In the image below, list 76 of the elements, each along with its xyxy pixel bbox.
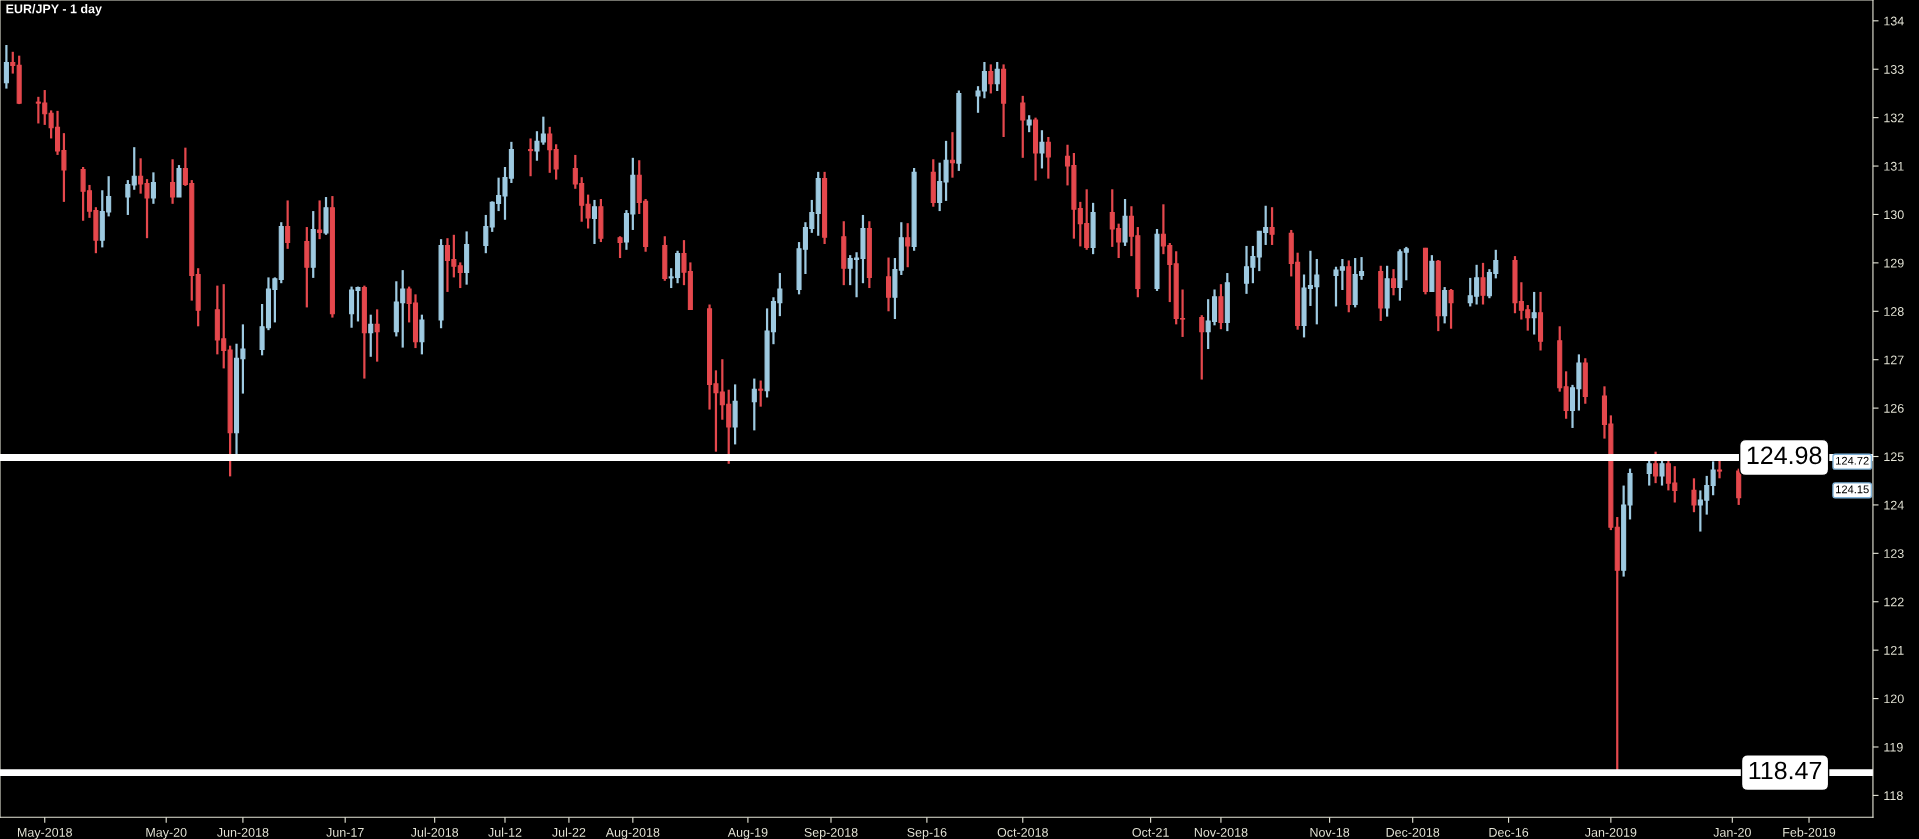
y-tick-label: 120 xyxy=(1884,694,1904,704)
x-tick-label: Aug-19 xyxy=(727,827,768,839)
candlestick xyxy=(1710,460,1716,497)
candlestick xyxy=(285,199,291,250)
x-tick-label: Oct-21 xyxy=(1132,827,1169,837)
ref-line-label: 124.98 xyxy=(1747,446,1822,465)
candlestick xyxy=(905,222,911,269)
x-tick-label: Aug-2018 xyxy=(605,827,660,839)
x-tick-label: Jan-2019 xyxy=(1585,827,1637,837)
x-tick-label: Sep-2018 xyxy=(804,827,858,839)
candlestick xyxy=(751,377,757,432)
x-tick-label: Jul-22 xyxy=(552,827,586,837)
y-tick-label: 129 xyxy=(1884,258,1904,268)
candlestick xyxy=(483,213,489,255)
candlestick xyxy=(150,171,156,205)
candlestick xyxy=(885,256,892,313)
candlestick xyxy=(1199,314,1205,381)
candlestick xyxy=(994,60,1000,93)
y-tick-label: 127 xyxy=(1884,355,1904,365)
x-tick-label: Dec-16 xyxy=(1489,827,1529,837)
x-tick-label: Jun-2018 xyxy=(217,827,269,837)
annotation: 124.15 xyxy=(1836,485,1869,494)
candlestick xyxy=(1269,206,1275,247)
y-tick-label: 133 xyxy=(1884,65,1904,74)
x-tick-label: Nov-2018 xyxy=(1194,827,1248,837)
candlestick xyxy=(317,199,323,241)
x-tick-label: Jan-20 xyxy=(1713,827,1751,837)
x-tick-label: Sep-16 xyxy=(907,827,947,839)
y-tick-label: 131 xyxy=(1884,161,1904,171)
candlestick xyxy=(125,178,131,217)
y-tick-label: 128 xyxy=(1884,307,1904,316)
candlestick xyxy=(617,235,623,260)
x-tick-label: Nov-18 xyxy=(1310,827,1350,837)
y-tick-label: 130 xyxy=(1884,210,1904,220)
y-tick-label: 124 xyxy=(1884,500,1904,510)
candlestick xyxy=(528,137,534,178)
candlestick xyxy=(1045,135,1051,180)
x-tick-label: Oct-2018 xyxy=(997,827,1048,837)
annotation: 124.72 xyxy=(1836,456,1869,465)
y-tick-label: 123 xyxy=(1884,549,1904,558)
candlestick xyxy=(10,50,16,75)
x-tick-label: May-2018 xyxy=(17,827,72,839)
candlestick xyxy=(1480,261,1486,306)
y-tick-label: 122 xyxy=(1884,597,1904,607)
candlestick xyxy=(1390,268,1397,297)
candlestick xyxy=(758,379,764,408)
candlestick xyxy=(591,198,598,246)
y-tick-label: 119 xyxy=(1884,742,1903,752)
y-tick-label: 121 xyxy=(1884,645,1904,655)
candlestick xyxy=(1653,450,1659,485)
ref-line-label: 118.47 xyxy=(1749,761,1822,780)
candlestick xyxy=(419,313,425,356)
candlestick xyxy=(170,158,176,205)
candlestick xyxy=(374,308,380,363)
candlestick xyxy=(1691,477,1697,514)
x-tick-label: Jul-12 xyxy=(488,827,522,837)
candlestick xyxy=(1039,129,1045,170)
candlestick xyxy=(368,313,374,358)
y-tick-label: 134 xyxy=(1884,16,1904,26)
x-tick-label: Feb-2019 xyxy=(1783,827,1836,837)
candlestick xyxy=(1020,94,1026,159)
candlestick xyxy=(1448,287,1454,330)
candlestick xyxy=(1531,290,1537,336)
y-tick-label: 125 xyxy=(1884,452,1904,462)
candlestick xyxy=(3,43,9,90)
candlestick xyxy=(457,261,463,290)
x-tick-label: Dec-2018 xyxy=(1386,827,1440,837)
candlestick xyxy=(988,63,994,95)
y-tick-label: 126 xyxy=(1884,403,1904,413)
y-tick-label: 118 xyxy=(1884,791,1903,801)
y-tick-label: 132 xyxy=(1884,113,1904,123)
x-tick-label: Jun-17 xyxy=(326,828,364,837)
x-tick-label: Jul-2018 xyxy=(410,827,459,837)
candlestick xyxy=(131,146,137,191)
chart-title: EUR/JPY - 1 day xyxy=(6,4,102,16)
x-tick-label: May-20 xyxy=(146,827,187,839)
